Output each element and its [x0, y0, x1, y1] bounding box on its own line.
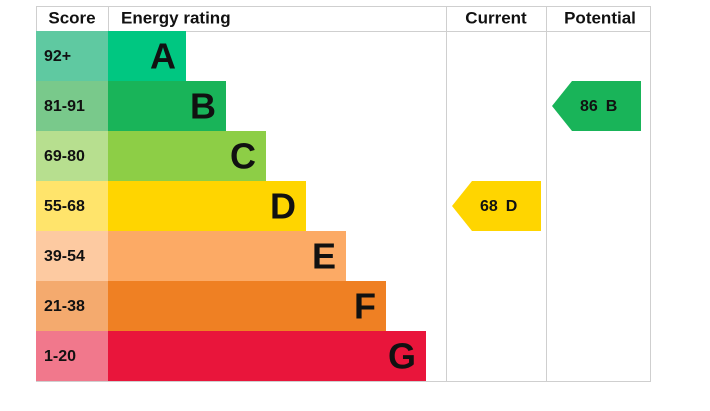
potential-value: 86	[580, 98, 598, 115]
rating-bar	[108, 231, 346, 281]
score-label: 39-54	[44, 248, 85, 265]
rating-letter: G	[388, 336, 416, 377]
score-cell	[36, 31, 108, 81]
score-label: 1-20	[44, 348, 76, 365]
rating-header: Energy rating	[121, 8, 231, 27]
current-label: 68 D	[480, 198, 517, 215]
rating-letter: A	[150, 36, 176, 77]
rating-bar	[108, 31, 186, 81]
current-letter: D	[506, 198, 518, 215]
rating-bar	[108, 331, 426, 381]
current-arrow	[452, 181, 541, 231]
rating-letter: C	[230, 136, 256, 177]
rating-letter: E	[312, 236, 336, 277]
current-header: Current	[465, 8, 527, 27]
score-label: 92+	[44, 48, 71, 65]
score-cell	[36, 131, 108, 181]
score-label: 55-68	[44, 198, 85, 215]
rating-bar	[108, 181, 306, 231]
score-cell	[36, 331, 108, 381]
score-label: 21-38	[44, 298, 85, 315]
score-cell	[36, 231, 108, 281]
score-cell	[36, 181, 108, 231]
rating-letter: F	[354, 286, 376, 327]
rating-bar	[108, 281, 386, 331]
potential-label: 86 B	[580, 98, 617, 115]
rating-bar	[108, 81, 226, 131]
score-cell	[36, 281, 108, 331]
score-header: Score	[48, 8, 95, 27]
score-cell	[36, 81, 108, 131]
rating-bar	[108, 131, 266, 181]
score-label: 81-91	[44, 98, 85, 115]
potential-arrow	[552, 81, 641, 131]
rating-letter: D	[270, 186, 296, 227]
potential-header: Potential	[564, 8, 636, 27]
score-label: 69-80	[44, 148, 85, 165]
current-value: 68	[480, 198, 498, 215]
rating-letter: B	[190, 86, 216, 127]
potential-letter: B	[606, 98, 618, 115]
